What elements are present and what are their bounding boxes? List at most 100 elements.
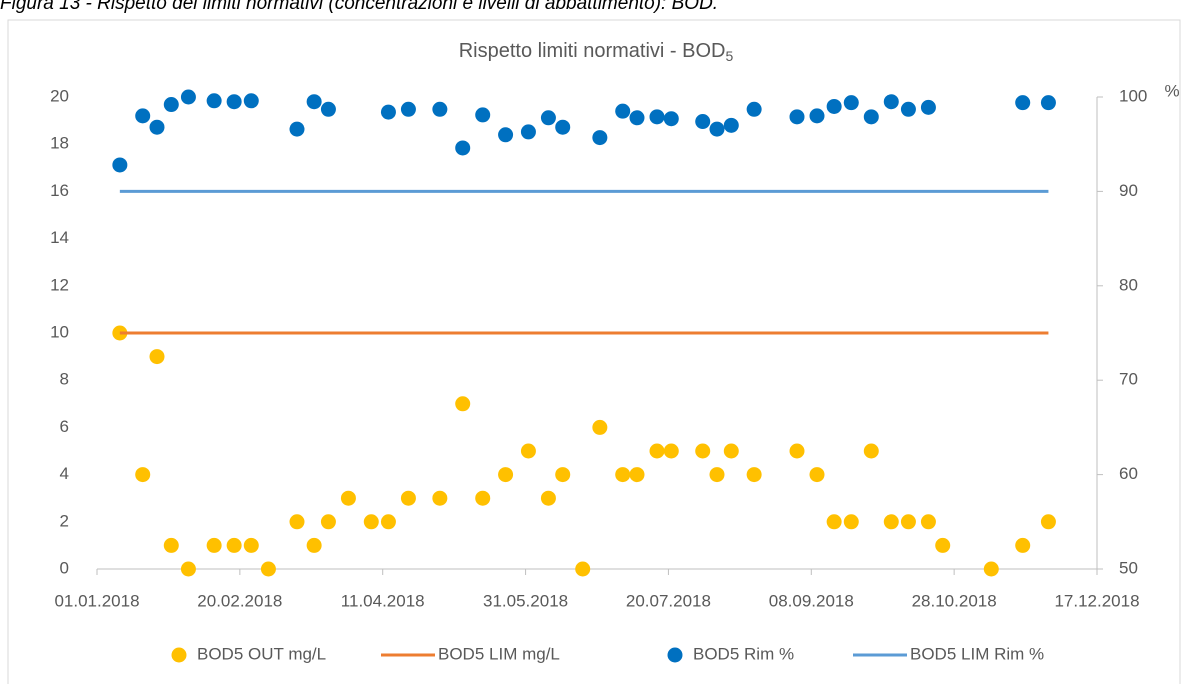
point xyxy=(789,109,805,125)
point xyxy=(163,537,179,553)
x-tick-label: 01.01.2018 xyxy=(54,591,139,610)
point xyxy=(380,104,396,120)
point xyxy=(226,94,242,110)
point xyxy=(1015,537,1031,553)
point xyxy=(475,107,491,123)
point xyxy=(520,124,536,140)
point xyxy=(226,537,242,553)
point xyxy=(498,467,514,483)
point xyxy=(695,443,711,459)
point xyxy=(649,443,665,459)
point xyxy=(575,561,591,577)
point xyxy=(746,467,762,483)
legend-marker xyxy=(667,647,683,663)
y-tick-label: 2 xyxy=(60,511,69,530)
legend-label: BOD5 Rim % xyxy=(693,644,794,663)
point xyxy=(843,514,859,530)
y-tick-label: 10 xyxy=(50,322,69,341)
point xyxy=(663,111,679,127)
point xyxy=(149,119,165,135)
point xyxy=(883,514,899,530)
point xyxy=(498,127,514,143)
title-text: Rispetto limiti normativi - BOD xyxy=(459,40,726,62)
point xyxy=(900,101,916,117)
point xyxy=(615,103,631,119)
point xyxy=(243,537,259,553)
y-tick-label: 20 xyxy=(50,86,69,105)
point xyxy=(520,443,536,459)
legend-label: BOD5 OUT mg/L xyxy=(197,644,326,663)
point xyxy=(723,443,739,459)
y-tick-label: 14 xyxy=(50,228,69,247)
point xyxy=(1015,95,1031,111)
point xyxy=(243,93,259,109)
point xyxy=(540,490,556,506)
point xyxy=(723,117,739,133)
point xyxy=(163,97,179,113)
point xyxy=(592,419,608,435)
point xyxy=(306,537,322,553)
point xyxy=(746,101,762,117)
point xyxy=(695,114,711,130)
chart-border xyxy=(7,19,1181,684)
y-tick-label: 18 xyxy=(50,134,69,153)
point xyxy=(863,443,879,459)
point xyxy=(135,108,151,124)
point xyxy=(826,98,842,114)
x-tick-label: 08.09.2018 xyxy=(769,591,854,610)
point xyxy=(289,121,305,137)
point xyxy=(289,514,305,530)
point xyxy=(340,490,356,506)
point xyxy=(400,490,416,506)
point xyxy=(629,110,645,126)
point xyxy=(180,561,196,577)
legend-label: BOD5 LIM Rim % xyxy=(910,644,1044,663)
point xyxy=(663,443,679,459)
y2-tick-label: 60 xyxy=(1119,464,1138,483)
chart-title: Rispetto limiti normativi - BOD5 xyxy=(459,40,734,63)
point xyxy=(306,94,322,110)
point xyxy=(789,443,805,459)
point xyxy=(455,396,471,412)
point xyxy=(320,101,336,117)
point xyxy=(380,514,396,530)
point xyxy=(112,157,128,173)
point xyxy=(883,94,899,110)
y-tick-label: 8 xyxy=(60,370,69,389)
y2-tick-label: 50 xyxy=(1119,558,1138,577)
point xyxy=(809,108,825,124)
point xyxy=(920,514,936,530)
point xyxy=(149,349,165,365)
x-tick-label: 20.02.2018 xyxy=(197,591,282,610)
point xyxy=(649,109,665,125)
y-tick-label: 6 xyxy=(60,417,69,436)
point xyxy=(475,490,491,506)
point xyxy=(363,514,379,530)
point xyxy=(863,109,879,125)
point xyxy=(615,467,631,483)
x-tick-label: 11.04.2018 xyxy=(341,591,425,610)
point xyxy=(1040,514,1056,530)
y2-tick-label: 80 xyxy=(1119,275,1138,294)
point xyxy=(260,561,276,577)
point xyxy=(900,514,916,530)
point xyxy=(455,140,471,156)
y2-tick-label: 70 xyxy=(1119,370,1138,389)
point xyxy=(180,89,196,105)
title-subscript: 5 xyxy=(725,48,733,64)
point xyxy=(1040,95,1056,111)
y-tick-label: 4 xyxy=(60,464,69,483)
y-tick-label: 0 xyxy=(60,558,69,577)
point xyxy=(432,490,448,506)
y2-tick-label: 100 xyxy=(1119,86,1147,105)
point xyxy=(320,514,336,530)
point xyxy=(555,119,571,135)
caption: Figura 13 - Rispetto dei limiti normativ… xyxy=(0,0,718,14)
point xyxy=(826,514,842,530)
x-tick-label: 20.07.2018 xyxy=(626,591,711,610)
point xyxy=(709,467,725,483)
point xyxy=(400,101,416,117)
x-tick-label: 28.10.2018 xyxy=(912,591,997,610)
point xyxy=(629,467,645,483)
